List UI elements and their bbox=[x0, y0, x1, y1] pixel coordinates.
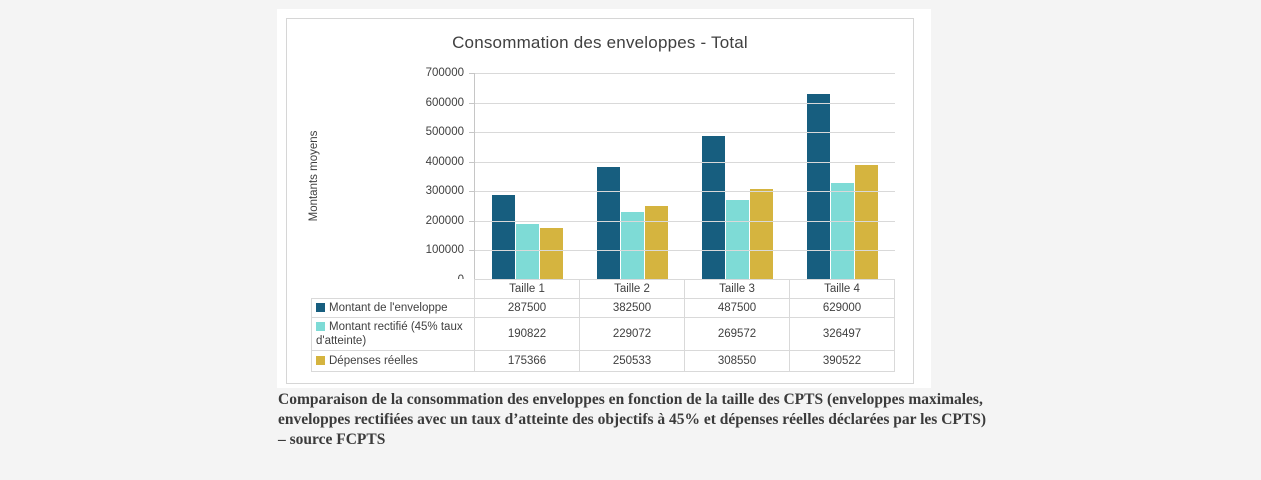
plot-area bbox=[469, 73, 895, 281]
y-axis-tick bbox=[469, 132, 475, 134]
bar-series2-taille-2 bbox=[621, 212, 644, 280]
bar-series3-taille-4 bbox=[855, 165, 878, 280]
chart-title: Consommation des enveloppes - Total bbox=[452, 33, 748, 52]
legend-cell: Dépenses réelles bbox=[311, 350, 475, 372]
category-label: Taille 1 bbox=[474, 279, 580, 299]
bar-series2-taille-4 bbox=[831, 183, 854, 280]
table-row: Montant de l'enveloppe 287500 382500 487500… bbox=[311, 298, 895, 318]
value-cell: 175366 bbox=[474, 350, 580, 372]
value-cell: 287500 bbox=[474, 298, 580, 318]
y-tick-label: 700000 bbox=[425, 67, 464, 79]
table-row: Montant rectifié (45% taux d'atteinte) 19… bbox=[311, 317, 895, 351]
value-cell: 308550 bbox=[684, 350, 790, 372]
y-axis-tick bbox=[469, 191, 475, 193]
y-axis-tick bbox=[469, 161, 475, 163]
y-axis-tick bbox=[469, 102, 475, 104]
value-cell: 229072 bbox=[579, 317, 685, 351]
value-cell: 190822 bbox=[474, 317, 580, 351]
value-cell: 487500 bbox=[684, 298, 790, 318]
y-axis-tick-labels: 0100000200000300000400000500000600000700… bbox=[392, 67, 464, 286]
y-axis-tick bbox=[469, 220, 475, 222]
gridline bbox=[475, 250, 895, 252]
y-tick-label: 400000 bbox=[425, 155, 464, 168]
y-axis-title: Montants moyens bbox=[308, 130, 320, 222]
y-tick-label: 200000 bbox=[425, 214, 464, 227]
bar-series1-taille-4 bbox=[807, 94, 830, 280]
bar-series2-taille-3 bbox=[726, 200, 749, 280]
value-cell: 629000 bbox=[789, 298, 895, 318]
gridline bbox=[475, 132, 895, 134]
category-label: Taille 4 bbox=[789, 279, 895, 299]
y-axis-tick bbox=[469, 250, 475, 252]
bar-group-2 bbox=[580, 73, 685, 280]
bar-series3-taille-2 bbox=[645, 206, 668, 280]
category-label: Taille 2 bbox=[579, 279, 685, 299]
legend-cell: Montant rectifié (45% taux d'atteinte) bbox=[311, 317, 475, 351]
bar-groups bbox=[475, 73, 895, 280]
table-category-row: Taille 1 Taille 2 Taille 3 Taille 4 bbox=[312, 279, 895, 299]
category-label: Taille 3 bbox=[684, 279, 790, 299]
bar-series1-taille-2 bbox=[597, 167, 620, 280]
value-cell: 269572 bbox=[684, 317, 790, 351]
bar-series3-taille-1 bbox=[540, 228, 563, 280]
y-tick-label: 100000 bbox=[425, 244, 464, 257]
value-cell: 382500 bbox=[579, 298, 685, 318]
bar-series1-taille-3 bbox=[702, 136, 725, 280]
chart-container: Consommation des enveloppes - Total Mont… bbox=[286, 18, 914, 384]
report-card: Consommation des enveloppes - Total Mont… bbox=[277, 9, 931, 388]
value-cell: 250533 bbox=[579, 350, 685, 372]
legend-swatch bbox=[316, 302, 325, 312]
data-table: Taille 1 Taille 2 Taille 3 Taille 4 Montant … bbox=[311, 279, 895, 372]
gridline bbox=[475, 161, 895, 163]
bar-group-1 bbox=[475, 73, 580, 280]
table-corner-cell bbox=[312, 280, 475, 299]
legend-cell: Montant de l'enveloppe bbox=[311, 298, 475, 318]
gridline bbox=[475, 220, 895, 222]
y-tick-label: 600000 bbox=[425, 96, 464, 109]
y-tick-label: 500000 bbox=[425, 126, 464, 139]
value-cell: 390522 bbox=[789, 350, 895, 372]
gridline bbox=[475, 191, 895, 193]
y-tick-label: 300000 bbox=[425, 185, 464, 198]
bar-group-4 bbox=[790, 73, 895, 280]
y-axis-tick bbox=[469, 73, 475, 74]
bar-group-3 bbox=[685, 73, 790, 280]
legend-swatch bbox=[316, 355, 325, 365]
gridline bbox=[475, 102, 895, 104]
table-row: Dépenses réelles 175366 250533 308550 390522 bbox=[311, 350, 895, 372]
legend-swatch bbox=[316, 321, 325, 331]
figure-caption: Comparaison de la consommation des envel… bbox=[278, 391, 986, 448]
bar-series2-taille-1 bbox=[516, 224, 539, 280]
bar-series3-taille-3 bbox=[750, 189, 773, 280]
value-cell: 326497 bbox=[789, 317, 895, 351]
bar-series1-taille-1 bbox=[492, 195, 515, 280]
gridline bbox=[475, 73, 895, 74]
